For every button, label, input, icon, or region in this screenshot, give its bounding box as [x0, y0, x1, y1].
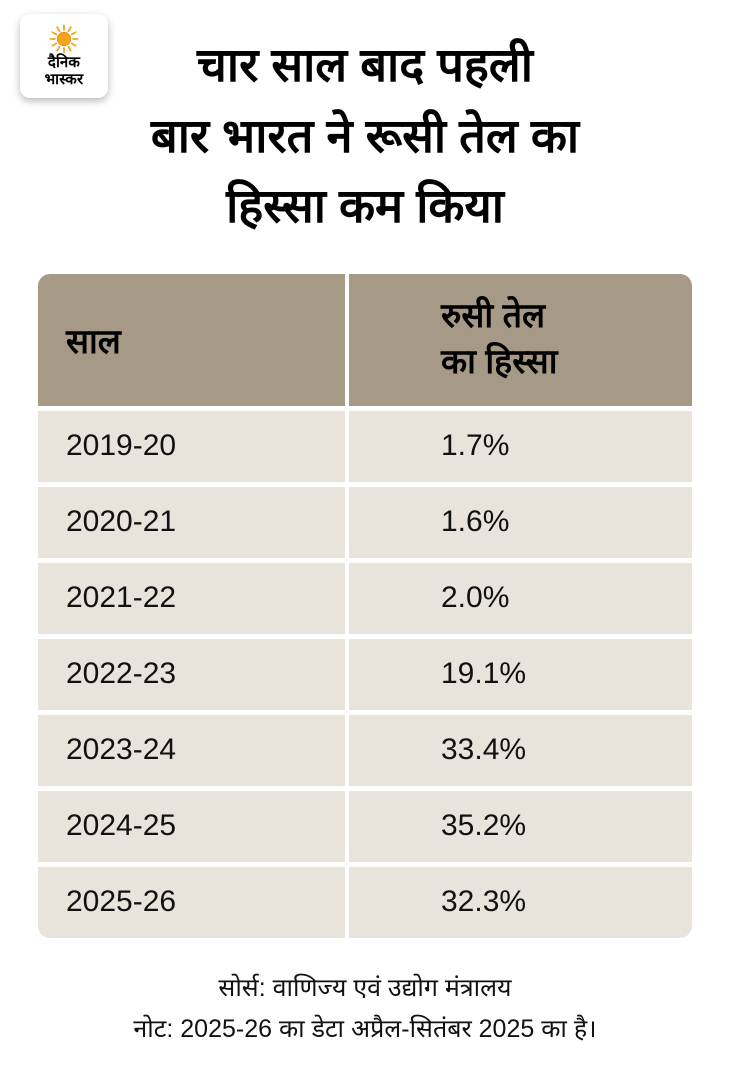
share-cell: 1.6%: [349, 486, 692, 558]
share-cell: 32.3%: [349, 866, 692, 938]
table-header-row: साल रुसी तेल का हिस्सा: [38, 273, 692, 406]
share-column-header-text: रुसी तेल का हिस्सा: [441, 296, 558, 381]
year-cell: 2023-24: [38, 714, 345, 786]
headline-line2: बार भारत ने रूसी तेल का: [150, 108, 580, 162]
logo-text-line2: भास्कर: [44, 70, 84, 88]
note-text: नोट: 2025-26 का डेटा अप्रैल-सितंबर 2025 …: [133, 1014, 597, 1043]
table-row: 2020-21 1.6%: [38, 486, 692, 558]
dainik-bhaskar-logo: दैनिक भास्कर: [20, 14, 108, 98]
table-row: 2023-24 33.4%: [38, 714, 692, 786]
table-row: 2025-26 32.3%: [38, 866, 692, 938]
share-cell: 1.7%: [349, 410, 692, 482]
headline: चार साल बाद पहली बार भारत ने रूसी तेल का ह…: [0, 0, 730, 242]
year-cell: 2025-26: [38, 866, 345, 938]
year-cell: 2024-25: [38, 790, 345, 862]
sun-icon: [49, 24, 79, 54]
year-cell: 2021-22: [38, 562, 345, 634]
data-table: साल रुसी तेल का हिस्सा 2019-20 1.7% 2020-…: [38, 273, 692, 938]
share-cell: 33.4%: [349, 714, 692, 786]
year-column-header: साल: [38, 273, 345, 406]
source-text: सोर्स: वाणिज्य एवं उद्योग मंत्रालय: [218, 973, 512, 1002]
table-row: 2024-25 35.2%: [38, 790, 692, 862]
share-cell: 2.0%: [349, 562, 692, 634]
year-cell: 2020-21: [38, 486, 345, 558]
headline-line1: चार साल बाद पहली: [197, 38, 533, 91]
table-row: 2019-20 1.7%: [38, 410, 692, 482]
share-column-header: रुसी तेल का हिस्सा: [349, 273, 692, 406]
headline-line3: हिस्सा कम किया: [226, 179, 504, 232]
year-cell: 2022-23: [38, 638, 345, 710]
share-cell: 19.1%: [349, 638, 692, 710]
logo-text-line1: दैनिक: [47, 54, 81, 71]
share-cell: 35.2%: [349, 790, 692, 862]
table-row: 2021-22 2.0%: [38, 562, 692, 634]
year-cell: 2019-20: [38, 410, 345, 482]
table-row: 2022-23 19.1%: [38, 638, 692, 710]
footer: सोर्स: वाणिज्य एवं उद्योग मंत्रालय नोट: …: [0, 968, 730, 1051]
logo-text: दैनिक भास्कर: [44, 54, 84, 88]
